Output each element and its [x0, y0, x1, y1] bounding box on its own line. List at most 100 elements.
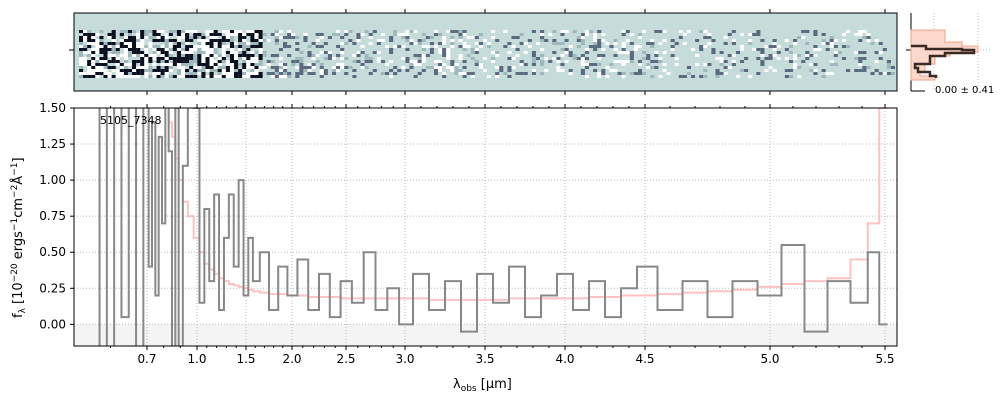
pixel [772, 48, 777, 51]
pixel [172, 39, 177, 42]
pixel [474, 60, 479, 63]
pixel [340, 57, 345, 60]
pixel [274, 42, 279, 45]
pixel [613, 48, 618, 51]
pixel [433, 66, 439, 69]
pixel [531, 30, 536, 33]
pixel [703, 36, 708, 39]
pixel [111, 57, 116, 60]
pixel [79, 69, 84, 72]
pixel [421, 48, 426, 51]
pixel [160, 72, 165, 75]
pixel [695, 39, 700, 42]
pixel [560, 69, 565, 72]
pixel [642, 30, 647, 33]
pixel [258, 30, 263, 33]
pixel [87, 36, 92, 39]
pixel [229, 69, 235, 72]
pixel [311, 57, 316, 60]
pixel [829, 39, 834, 42]
pixel [250, 45, 255, 48]
pixel [123, 48, 128, 51]
pixel [258, 75, 263, 78]
pixel [731, 30, 736, 33]
pixel [168, 75, 173, 78]
pixel [283, 75, 288, 78]
pixel [531, 51, 536, 54]
pixel [548, 33, 553, 36]
pixel [148, 57, 153, 60]
pixel [307, 51, 312, 54]
pixel [254, 63, 259, 66]
pixel [148, 45, 153, 48]
pixel [172, 30, 177, 33]
pixel [258, 51, 263, 54]
pixel [841, 57, 847, 60]
pixel [274, 36, 279, 39]
pixel [136, 42, 141, 45]
pixel [111, 48, 116, 51]
pixel [438, 48, 443, 51]
pixel [274, 54, 279, 57]
pixel [531, 54, 536, 57]
pixel [788, 45, 794, 48]
pixel [291, 60, 296, 63]
pixel [417, 39, 422, 42]
pixel [340, 63, 345, 66]
pixel [254, 39, 259, 42]
pixel [123, 54, 128, 57]
pixel [723, 72, 728, 75]
pixel [144, 63, 149, 66]
pixel [209, 75, 214, 78]
pixel [278, 48, 284, 51]
pixel [209, 54, 214, 57]
pixel [209, 57, 214, 60]
pixel [344, 57, 349, 60]
pixel [91, 39, 96, 42]
pixel [250, 60, 255, 63]
pixel [727, 33, 732, 36]
pixel [209, 36, 214, 39]
pixel [613, 42, 618, 45]
pixel [91, 42, 96, 45]
pixel [258, 39, 263, 42]
pixel [160, 60, 165, 63]
pixel [829, 36, 834, 39]
pixel [552, 42, 557, 45]
pixel [380, 72, 386, 75]
pixel [299, 66, 304, 69]
pixel [519, 42, 524, 45]
pixel [686, 72, 692, 75]
pixel [303, 33, 308, 36]
pixel [368, 42, 373, 45]
pixel [238, 30, 243, 33]
pixel [229, 72, 235, 75]
pixel [242, 36, 247, 39]
pixel [185, 75, 190, 78]
pixel [442, 42, 447, 45]
pixel [295, 75, 300, 78]
pixel [193, 66, 198, 69]
pixel [580, 33, 585, 36]
pixel [833, 39, 838, 42]
pixel [597, 63, 602, 66]
pixel [364, 60, 369, 63]
y-tick-label: 0.50 [39, 245, 66, 259]
pixel [262, 39, 267, 42]
pixel [209, 51, 214, 54]
pixel [213, 30, 218, 33]
pixel [535, 57, 541, 60]
pixel [205, 57, 210, 60]
pixel [152, 33, 157, 36]
pixel [168, 42, 173, 45]
pixel [79, 63, 84, 66]
pixel [674, 63, 679, 66]
pixel [552, 51, 557, 54]
pixel [136, 39, 141, 42]
x-tick-label: 3.5 [475, 352, 494, 366]
pixel [107, 48, 112, 51]
pixel [205, 39, 210, 42]
pixel [858, 33, 863, 36]
pixel [83, 75, 88, 78]
pixel [307, 69, 312, 72]
